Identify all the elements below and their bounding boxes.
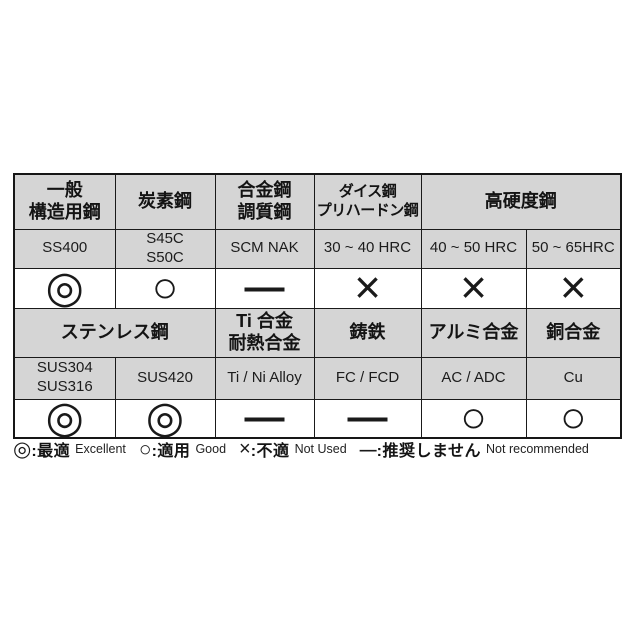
header-cell-stainless-steel: ステンレス鋼 <box>13 307 216 358</box>
not-used-symbol-icon: × <box>239 438 251 460</box>
table-row-grades-1: SS400 S45C S50C SCM NAK 30 ~ 40 HRC 40 ~… <box>13 228 622 269</box>
header-cell-aluminum-alloy: アルミ合金 <box>420 307 527 358</box>
table-row-ratings-2: ◎ ◎ ― ― ○ ○ <box>13 398 622 438</box>
good-symbol-icon: ○ <box>138 437 152 461</box>
rating-cell: ○ <box>525 398 622 438</box>
rating-cell: ― <box>313 398 422 438</box>
rating-cell: ◎ <box>114 398 216 438</box>
grade-cell: AC / ADC <box>420 356 527 400</box>
grade-cell: 40 ~ 50 HRC <box>420 228 527 269</box>
rating-cell: × <box>525 267 622 309</box>
rating-symbol: ― <box>244 399 285 438</box>
header-cell-cast-iron: 鋳鉄 <box>313 307 422 358</box>
rating-cell: × <box>313 267 422 309</box>
grade-cell: Ti / Ni Alloy <box>214 356 315 400</box>
grade-cell: SS400 <box>13 228 116 269</box>
legend-label-ja: :最適 <box>31 443 71 460</box>
table-row-header-1: 一般 構造用鋼 炭素鋼 合金鋼 調質鋼 ダイス鋼 プリハードン鋼 高硬度鋼 <box>13 173 622 230</box>
header-cell-alloy-steel: 合金鋼 調質鋼 <box>214 173 315 230</box>
rating-cell: ○ <box>114 267 216 309</box>
header-cell-general-structural-steel: 一般 構造用鋼 <box>13 173 116 230</box>
rating-legend: ◎:最適 Excellent ○:適用 Good ×:不適 Not Used ―:推奨… <box>13 436 623 462</box>
rating-cell: ◎ <box>13 398 116 438</box>
header-cell-copper-alloy: 銅合金 <box>525 307 622 358</box>
header-cell-high-hardness-steel: 高硬度鋼 <box>420 173 622 230</box>
rating-cell: ◎ <box>13 267 116 309</box>
legend-label-ja: :不適 <box>250 443 290 460</box>
grade-cell: SUS420 <box>114 356 216 400</box>
rating-symbol: ○ <box>460 399 487 438</box>
grade-cell: FC / FCD <box>313 356 422 400</box>
material-compatibility-table: 一般 構造用鋼 炭素鋼 合金鋼 調質鋼 ダイス鋼 プリハードン鋼 高硬度鋼 SS… <box>13 173 622 439</box>
rating-symbol: ◎ <box>45 268 84 308</box>
legend-label-ja: :適用 <box>151 443 191 460</box>
legend-label-en: Excellent <box>75 442 126 456</box>
rating-cell: ― <box>214 267 315 309</box>
table-row-grades-2: SUS304 SUS316 SUS420 Ti / Ni Alloy FC / … <box>13 356 622 400</box>
header-cell-titanium-heat-resistant-alloy: Ti 合金 耐熱合金 <box>214 307 315 358</box>
legend-item-not-recommended: ―:推奨しません Not recommended <box>360 437 589 461</box>
legend-label-ja: :推奨しません <box>376 443 482 460</box>
rating-symbol: ○ <box>559 399 587 438</box>
header-cell-die-prehardened-steel: ダイス鋼 プリハードン鋼 <box>313 173 422 230</box>
rating-cell: ― <box>214 398 315 438</box>
grade-cell: Cu <box>525 356 622 400</box>
rating-symbol: × <box>460 268 487 308</box>
legend-label-en: Not recommended <box>486 442 589 456</box>
legend-label-en: Not Used <box>294 442 347 456</box>
grade-cell: 30 ~ 40 HRC <box>313 228 422 269</box>
legend-item-not-used: ×:不適 Not Used <box>239 437 347 461</box>
grade-cell: SUS304 SUS316 <box>13 356 116 400</box>
rating-cell: ○ <box>420 398 527 438</box>
grade-cell: 50 ~ 65HRC <box>525 228 622 269</box>
header-cell-carbon-steel: 炭素鋼 <box>114 173 216 230</box>
not-recommended-symbol-icon: ― <box>359 439 377 459</box>
rating-symbol: ◎ <box>45 399 84 438</box>
rating-symbol: ― <box>347 399 388 438</box>
rating-cell: × <box>420 267 527 309</box>
rating-symbol: ○ <box>151 268 179 308</box>
legend-item-good: ○:適用 Good <box>139 437 226 461</box>
grade-cell: SCM NAK <box>214 228 315 269</box>
rating-symbol: × <box>559 268 587 308</box>
legend-item-excellent: ◎:最適 Excellent <box>13 437 126 461</box>
rating-symbol: ― <box>244 268 285 308</box>
excellent-symbol-icon: ◎ <box>13 437 32 461</box>
legend-label-en: Good <box>195 442 227 456</box>
rating-symbol: ◎ <box>145 399 185 438</box>
rating-symbol: × <box>354 268 381 308</box>
table-row-header-2: ステンレス鋼 Ti 合金 耐熱合金 鋳鉄 アルミ合金 銅合金 <box>13 307 622 358</box>
grade-cell: S45C S50C <box>114 228 216 269</box>
table-row-ratings-1: ◎ ○ ― × × × <box>13 267 622 309</box>
